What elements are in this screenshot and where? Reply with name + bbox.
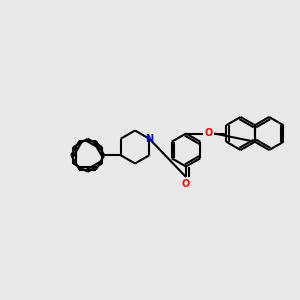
Text: O: O (205, 128, 213, 139)
Text: N: N (145, 134, 153, 144)
Text: O: O (182, 178, 190, 189)
